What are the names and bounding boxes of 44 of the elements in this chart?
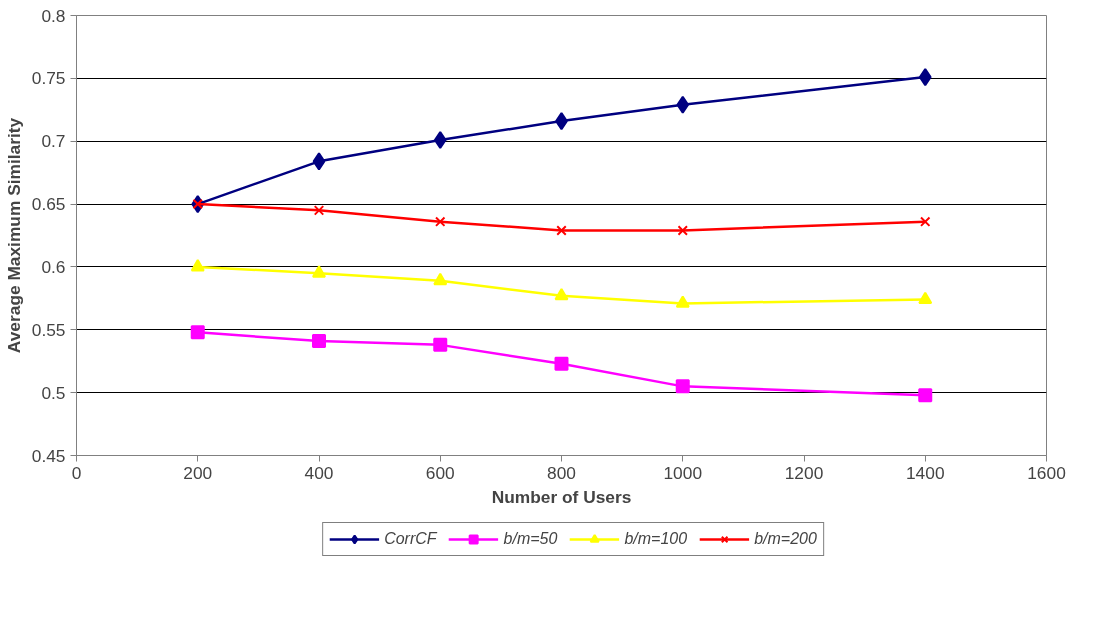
y-tick-label: 0.55 bbox=[31, 319, 66, 340]
point bbox=[554, 287, 569, 301]
legend-label: CorrCF bbox=[384, 530, 437, 548]
y-tick-label: 0.5 bbox=[41, 382, 66, 403]
x-tick-label: 400 bbox=[304, 462, 334, 483]
point bbox=[676, 95, 690, 114]
y-tick-label: 0.65 bbox=[31, 194, 66, 215]
point bbox=[918, 68, 932, 87]
x-tick-label: 1600 bbox=[1027, 462, 1066, 483]
point bbox=[918, 388, 933, 403]
x-tick-label: 800 bbox=[547, 462, 576, 483]
legend-label: b/m=200 bbox=[754, 530, 817, 548]
y-tick-label: 0.45 bbox=[31, 445, 66, 466]
y-tick-label: 0.8 bbox=[41, 5, 66, 26]
point bbox=[433, 272, 448, 286]
point bbox=[918, 291, 933, 305]
point bbox=[190, 325, 205, 340]
point bbox=[312, 152, 326, 171]
point bbox=[190, 259, 205, 272]
point bbox=[556, 225, 567, 236]
point bbox=[675, 295, 690, 308]
point bbox=[675, 379, 690, 394]
y-tick-label: 0.7 bbox=[41, 131, 66, 152]
point bbox=[433, 130, 447, 149]
point bbox=[312, 265, 326, 278]
x-tick-label: 200 bbox=[183, 462, 213, 483]
x-tick-label: 1400 bbox=[905, 462, 945, 483]
point bbox=[313, 205, 325, 216]
x-tick-label: 0 bbox=[71, 462, 82, 483]
point bbox=[554, 356, 569, 371]
x-tick-label: 1000 bbox=[663, 462, 703, 483]
x-tick-label: 1200 bbox=[784, 462, 824, 483]
point bbox=[677, 225, 688, 236]
point bbox=[433, 337, 448, 352]
point bbox=[312, 334, 326, 349]
x-axis-title: Number of Users bbox=[491, 486, 632, 507]
y-axis-title: Average Maximum Similarity bbox=[3, 117, 24, 354]
y-tick-label: 0.75 bbox=[31, 68, 66, 89]
y-tick-label: 0.6 bbox=[41, 256, 66, 277]
legend-label: b/m=100 bbox=[624, 530, 688, 548]
point bbox=[435, 216, 446, 227]
x-tick-label: 600 bbox=[425, 462, 455, 483]
point bbox=[920, 216, 931, 227]
legend-label: b/m=50 bbox=[503, 530, 558, 548]
